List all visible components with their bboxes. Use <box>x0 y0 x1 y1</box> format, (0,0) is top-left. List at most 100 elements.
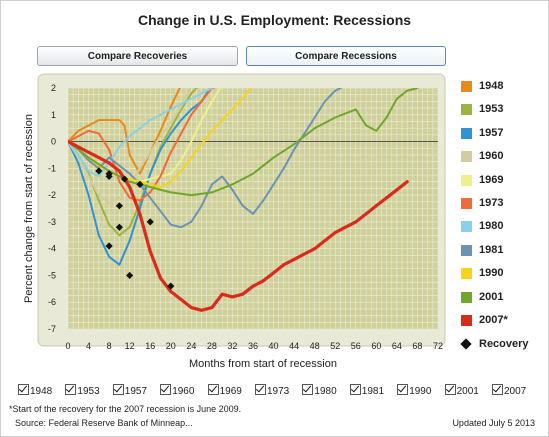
recovery-marker <box>146 218 154 226</box>
x-tick-label: 16 <box>145 341 155 351</box>
x-tick-label: 24 <box>186 341 196 351</box>
compare-recoveries-button[interactable]: Compare Recoveries <box>37 46 238 66</box>
checkbox-checked-icon[interactable] <box>112 384 124 395</box>
x-tick-label: 64 <box>392 341 402 351</box>
checkbox-checked-icon[interactable] <box>302 384 314 395</box>
recovery-marker <box>115 223 123 231</box>
y-tick-label: -7 <box>48 324 56 334</box>
y-tick-label: 2 <box>51 83 56 93</box>
series-checkbox-2007[interactable]: 2007 <box>492 384 526 398</box>
legend-label: 1953 <box>479 103 504 116</box>
checkbox-label: 1957 <box>124 386 148 397</box>
y-tick-label: -5 <box>48 270 56 280</box>
x-tick-label: 20 <box>166 341 176 351</box>
legend-label: 1980 <box>479 220 504 233</box>
x-tick-label: 28 <box>207 341 217 351</box>
x-tick-label: 56 <box>351 341 361 351</box>
series-line-1973 <box>68 88 216 202</box>
series-checkbox-1953[interactable]: 1953 <box>65 384 100 398</box>
checkbox-checked-icon[interactable] <box>160 384 172 395</box>
x-tick-label: 4 <box>86 341 91 351</box>
x-tick-label: 40 <box>269 341 279 351</box>
series-line-2001 <box>68 88 419 197</box>
checkbox-checked-icon[interactable] <box>65 384 77 395</box>
x-tick-label: 36 <box>248 341 258 351</box>
x-tick-label: 60 <box>371 341 381 351</box>
chart-title: Change in U.S. Employment: Recessions <box>137 12 412 28</box>
y-tick-label: -6 <box>48 297 56 307</box>
legend-swatch <box>461 315 472 326</box>
x-tick-label: 12 <box>125 341 135 351</box>
checkbox-label: 2001 <box>456 386 479 397</box>
x-tick-label: 48 <box>310 341 320 351</box>
checkbox-checked-icon[interactable] <box>255 384 266 395</box>
y-axis-label: Percent change from start of recession <box>23 114 35 303</box>
legend-label: 1981 <box>479 243 504 256</box>
series-line-1990 <box>68 88 253 189</box>
y-tick-label: -4 <box>48 244 56 254</box>
legend-swatch <box>461 174 472 186</box>
y-tick-label: -1 <box>48 163 56 173</box>
checkbox-label: 1990 <box>409 386 432 397</box>
legend-label: 2001 <box>479 290 504 303</box>
y-tick-label: 0 <box>51 137 56 147</box>
legend-label: Recovery <box>479 338 529 351</box>
x-tick-label: 68 <box>412 341 422 351</box>
recovery-marker <box>120 175 129 183</box>
legend-swatch <box>461 244 472 256</box>
legend-label: 1948 <box>479 80 504 92</box>
checkbox-checked-icon[interactable] <box>207 384 219 395</box>
series-checkbox-1969[interactable]: 1969 <box>207 384 242 398</box>
x-tick-label: 72 <box>433 341 443 351</box>
series-checkbox-1960[interactable]: 1960 <box>160 384 194 398</box>
legend-swatch <box>461 81 472 92</box>
series-checkbox-1957[interactable]: 1957 <box>112 384 148 398</box>
compare-recessions-button[interactable]: Compare Recessions <box>246 46 446 66</box>
legend-label: 1990 <box>479 267 504 280</box>
series-checkbox-row: 1948 1953 1957 1960 1969 1973 1980 1981 1990 2001… <box>18 384 538 398</box>
series-line-1948 <box>68 88 181 175</box>
checkbox-checked-icon[interactable] <box>18 384 29 395</box>
checkbox-checked-icon[interactable] <box>444 384 456 395</box>
checkbox-checked-icon[interactable] <box>492 384 503 395</box>
legend-swatch <box>461 221 472 233</box>
series-line-1957 <box>68 88 212 266</box>
y-tick-label: -2 <box>48 190 56 200</box>
series-checkbox-1948[interactable]: 1948 <box>18 384 52 398</box>
legend-label: 1957 <box>479 126 504 139</box>
series-checkbox-1973[interactable]: 1973 <box>255 384 289 398</box>
series-checkbox-2001[interactable]: 2001 <box>444 384 479 398</box>
source-note: Source: Federal Reserve Bank of Minneap.… <box>15 418 193 428</box>
checkbox-label: 2007 <box>504 386 527 397</box>
series-checkbox-1980[interactable]: 1980 <box>302 384 337 398</box>
series-line-1980 <box>68 88 213 178</box>
legend-swatch <box>461 291 472 303</box>
x-tick-label: 0 <box>65 341 70 351</box>
series-line-1981 <box>68 88 343 229</box>
y-tick-label: 1 <box>51 110 56 120</box>
y-tick-label: -3 <box>48 217 56 227</box>
checkbox-label: 1980 <box>314 386 337 397</box>
x-tick-label: 52 <box>330 341 340 351</box>
checkbox-label: 1953 <box>77 386 100 397</box>
legend-swatch <box>461 268 472 280</box>
series-checkbox-1990[interactable]: 1990 <box>397 384 431 398</box>
checkbox-checked-icon[interactable] <box>397 384 409 395</box>
checkbox-label: 1973 <box>267 386 290 397</box>
checkbox-checked-icon[interactable] <box>349 384 361 395</box>
updated-date: Updated July 5 2013 <box>452 418 535 428</box>
legend-label: 1960 <box>479 150 504 163</box>
checkbox-label: 1981 <box>361 386 385 397</box>
checkbox-label: 1948 <box>30 386 53 397</box>
x-tick-label: 8 <box>107 341 112 351</box>
recovery-marker <box>105 242 113 250</box>
recovery-marker <box>95 167 103 175</box>
recovery-marker <box>115 202 123 210</box>
legend-label: 1973 <box>479 197 504 209</box>
series-checkbox-1981[interactable]: 1981 <box>349 384 385 398</box>
legend-label: 2007* <box>479 314 508 326</box>
legend-swatch <box>461 127 472 139</box>
legend-label: 1969 <box>479 173 504 186</box>
legend-swatch <box>461 198 472 209</box>
